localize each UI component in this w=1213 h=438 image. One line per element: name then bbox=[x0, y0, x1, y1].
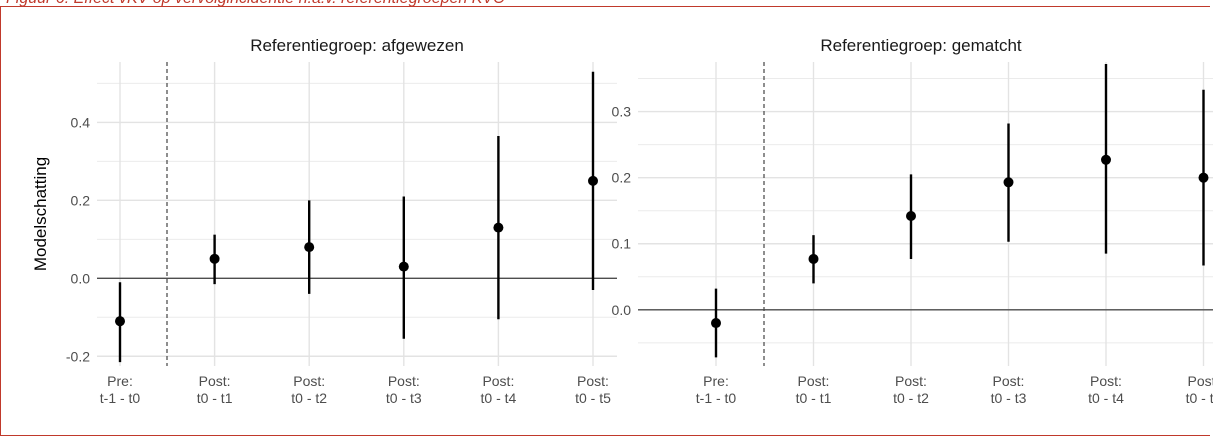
x-tick-label: t0 - t1 bbox=[197, 390, 233, 406]
x-tick-label: Post: bbox=[577, 373, 609, 389]
y-tick-label: 0.0 bbox=[612, 302, 632, 318]
estimate-point bbox=[115, 316, 125, 327]
y-axis-label: Modelschatting bbox=[31, 157, 50, 271]
figure-caption: Figuur 6: Effect vKV op vervolgincidenti… bbox=[6, 0, 505, 8]
x-tick-label: Post: bbox=[993, 373, 1025, 389]
y-tick-label: 0.0 bbox=[71, 270, 91, 286]
y-tick-label: -0.2 bbox=[66, 348, 90, 364]
estimate-point bbox=[1101, 154, 1111, 165]
estimate-point bbox=[1003, 177, 1014, 188]
estimate-point bbox=[711, 318, 721, 329]
facet-panel-gematcht: Referentiegroep: gematcht 0.0 0.1 0.2 0.3 Pre… bbox=[612, 36, 1213, 406]
x-tick-label: t0 - t3 bbox=[386, 390, 422, 406]
figure-frame bbox=[0, 6, 1210, 436]
y-tick-label: 0.4 bbox=[71, 114, 91, 130]
estimate-point bbox=[906, 210, 916, 221]
estimate-point bbox=[493, 222, 504, 233]
x-tick-label: t0 - t5 bbox=[575, 390, 611, 406]
x-tick-label: t0 - t4 bbox=[481, 390, 517, 406]
x-tick-label: Post: bbox=[1188, 373, 1213, 389]
facet-title: Referentiegroep: afgewezen bbox=[250, 36, 464, 55]
y-tick-label: 0.3 bbox=[612, 104, 632, 120]
estimate-point bbox=[808, 253, 819, 264]
x-tick-label: t0 - t4 bbox=[1088, 390, 1124, 406]
x-tick-label: Pre: bbox=[107, 373, 133, 389]
x-tick-label: t-1 - t0 bbox=[100, 390, 141, 406]
estimate-point bbox=[1198, 172, 1209, 183]
y-tick-label: 0.1 bbox=[612, 236, 632, 252]
estimate-point bbox=[588, 175, 598, 186]
y-tick-label: 0.2 bbox=[71, 192, 91, 208]
x-tick-label: t-1 - t0 bbox=[696, 390, 737, 406]
x-tick-label: Pre: bbox=[703, 373, 729, 389]
x-tick-label: Post: bbox=[388, 373, 420, 389]
x-tick-label: t0 - t1 bbox=[796, 390, 832, 406]
x-tick-label: t0 - t5 bbox=[1186, 390, 1213, 406]
facet-panel-afgewezen: Referentiegroep: afgewezen -0.2 0.0 0.2 0.4 P… bbox=[66, 36, 617, 406]
x-tick-label: Post: bbox=[199, 373, 231, 389]
x-tick-label: Post: bbox=[1090, 373, 1122, 389]
estimate-point bbox=[209, 253, 220, 264]
x-tick-label: Post: bbox=[482, 373, 514, 389]
x-tick-label: Post: bbox=[293, 373, 325, 389]
x-tick-label: Post: bbox=[895, 373, 927, 389]
estimate-point bbox=[304, 242, 315, 253]
x-tick-label: t0 - t2 bbox=[893, 390, 929, 406]
y-tick-label: 0.2 bbox=[612, 170, 632, 186]
x-tick-label: Post: bbox=[798, 373, 830, 389]
estimate-point bbox=[398, 261, 409, 272]
x-tick-label: t0 - t3 bbox=[991, 390, 1027, 406]
facet-title: Referentiegroep: gematcht bbox=[820, 36, 1022, 55]
x-tick-label: t0 - t2 bbox=[291, 390, 327, 406]
